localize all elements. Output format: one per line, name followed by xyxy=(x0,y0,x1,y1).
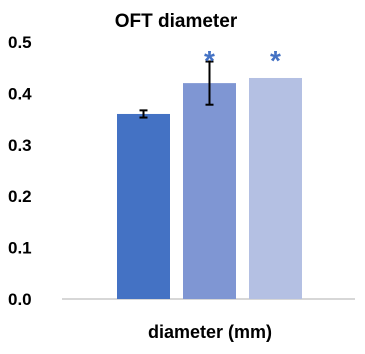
y-tick-label: 0.5 xyxy=(8,33,32,52)
y-tick-label: 0.1 xyxy=(8,239,32,258)
bars-group xyxy=(117,77,302,300)
y-tick-label: 0.3 xyxy=(8,136,32,155)
significance-star-3: * xyxy=(270,45,281,76)
y-axis-ticks: 0.0 0.1 0.2 0.3 0.4 0.5 xyxy=(8,33,32,309)
chart-title: OFT diameter xyxy=(115,11,238,32)
significance-star-2: * xyxy=(204,45,215,76)
y-tick-label: 0.0 xyxy=(8,290,32,309)
bar-1 xyxy=(117,113,170,300)
significance-markers: * * xyxy=(204,45,281,76)
error-bars-group xyxy=(139,60,214,119)
y-tick-label: 0.2 xyxy=(8,187,32,206)
x-axis-label: diameter (mm) xyxy=(148,322,272,342)
bar-3 xyxy=(249,77,302,299)
y-tick-label: 0.4 xyxy=(8,84,32,103)
bar-2 xyxy=(183,83,236,300)
